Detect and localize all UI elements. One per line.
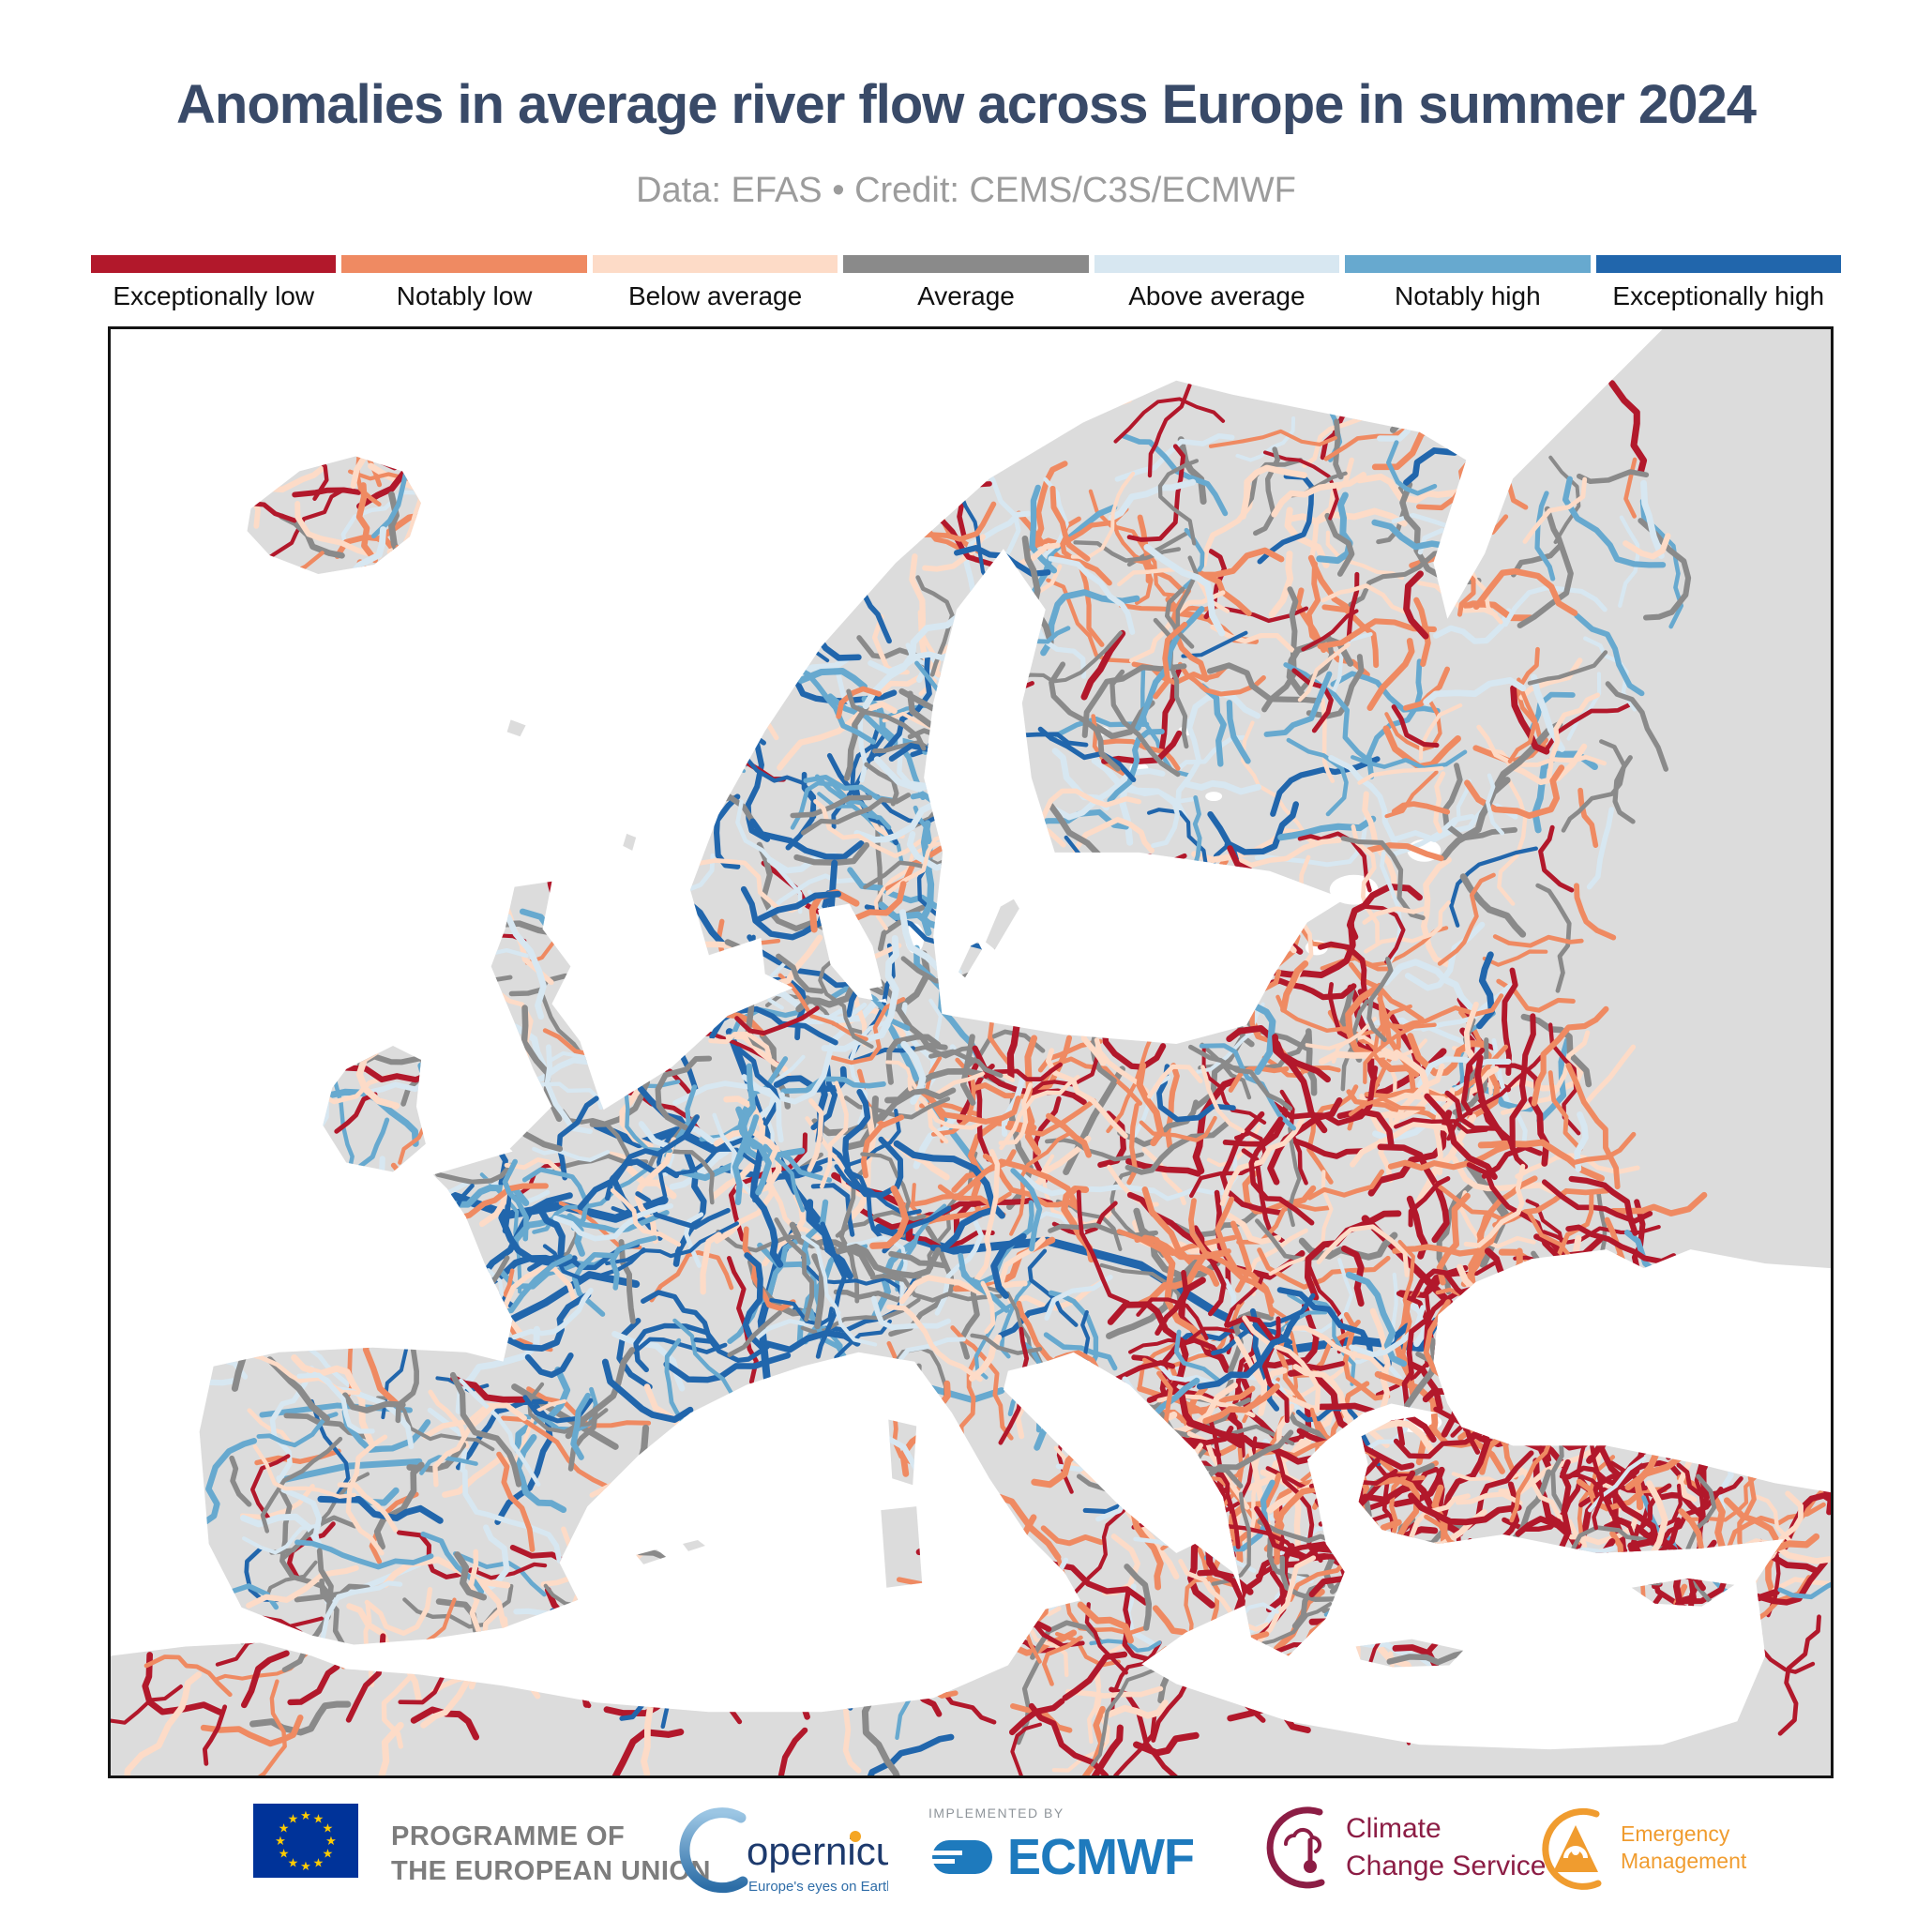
svg-text:★: ★ [279, 1848, 290, 1862]
legend-label: Below average [627, 281, 803, 310]
svg-text:★: ★ [288, 1856, 299, 1870]
svg-text:★: ★ [300, 1860, 311, 1874]
page-title: Anomalies in average river flow across E… [176, 74, 1757, 135]
eu-programme-line1: PROGRAMME OF [391, 1821, 626, 1851]
legend-swatch [91, 255, 337, 273]
europe-river-flow-anomaly-map [111, 329, 1831, 1775]
legend-swatch [1595, 255, 1841, 273]
eu-programme-line2: THE EUROPEAN UNION [391, 1856, 711, 1886]
legend-item-exceptionally-high: Exceptionally high [1595, 255, 1841, 311]
eu-flag: ★ ★ ★ ★ ★ ★ ★ ★ ★ ★ ★ ★ [253, 1804, 358, 1878]
c-swoosh-icon [679, 1807, 748, 1894]
legend-label: Exceptionally high [1612, 281, 1825, 310]
climate-change-service-label: Climate Change Service [1346, 1810, 1546, 1885]
legend-item-notably-low: Notably low [341, 255, 587, 311]
svg-text:★: ★ [275, 1835, 286, 1849]
cloud-thermometer-icon [1266, 1806, 1325, 1889]
ecmwf-logo: IMPLEMENTED BY ECMWF [928, 1806, 1229, 1899]
c3s-line1: Climate [1346, 1812, 1441, 1844]
legend-swatch [592, 255, 838, 273]
svg-text:★: ★ [313, 1856, 325, 1870]
legend-item-exceptionally-low: Exceptionally low [91, 255, 337, 311]
legend-label: Notably low [396, 281, 533, 310]
svg-text:★: ★ [325, 1835, 337, 1849]
subtitle: Data: EFAS • Credit: CEMS/C3S/ECMWF [636, 171, 1296, 210]
triangle-person-icon [1542, 1807, 1602, 1890]
legend: Exceptionally low Notably low Below aver… [91, 255, 1841, 311]
legend-label: Notably high [1394, 281, 1541, 310]
ems-line1: Emergency [1621, 1821, 1730, 1846]
map-frame [108, 326, 1834, 1778]
c3s-line2: Change Service [1346, 1850, 1547, 1881]
eu-stars-icon: ★ ★★ ★★★ ★★★ ★★★ [275, 1809, 337, 1874]
ems-line2: Management [1621, 1848, 1747, 1873]
legend-swatch [1094, 255, 1340, 273]
legend-swatch [843, 255, 1089, 273]
climate-change-service-logo: Climate Change Service [1261, 1803, 1546, 1892]
copernicus-wordmark: opernicus [747, 1829, 888, 1873]
svg-text:★: ★ [313, 1813, 325, 1827]
legend-swatch [341, 255, 587, 273]
legend-item-below-average: Below average [592, 255, 838, 311]
copernicus-logo: opernicus Europe's eyes on Earth [668, 1803, 917, 1901]
ecmwf-wordmark: ECMWF [1007, 1829, 1195, 1885]
legend-label: Exceptionally low [113, 281, 315, 310]
ecmwf-emblem-icon [930, 1840, 992, 1874]
implemented-by-label: IMPLEMENTED BY [928, 1806, 1064, 1821]
legend-label: Above average [1128, 281, 1306, 310]
svg-text:★: ★ [323, 1848, 334, 1862]
emergency-management-logo: Emergency Management [1536, 1803, 1746, 1892]
copernicus-tagline: Europe's eyes on Earth [748, 1879, 888, 1895]
legend-swatch [1345, 255, 1591, 273]
copernicus-i-dot-icon [850, 1831, 861, 1842]
svg-text:★: ★ [288, 1813, 299, 1827]
legend-label: Average [917, 281, 1015, 310]
legend-item-average: Average [843, 255, 1089, 311]
legend-item-above-average: Above average [1094, 255, 1340, 311]
svg-text:★: ★ [279, 1822, 290, 1836]
svg-text:★: ★ [323, 1822, 334, 1836]
svg-text:★: ★ [300, 1809, 311, 1823]
emergency-management-label: Emergency Management [1621, 1821, 1746, 1875]
legend-item-notably-high: Notably high [1345, 255, 1591, 311]
eu-programme-label: PROGRAMME OF THE EUROPEAN UNION [391, 1820, 711, 1889]
